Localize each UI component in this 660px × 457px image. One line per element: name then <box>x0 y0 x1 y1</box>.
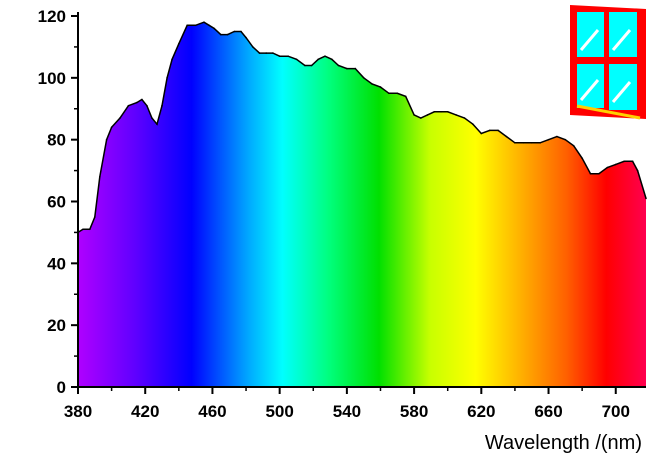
data-point <box>151 117 153 119</box>
data-point <box>522 142 525 144</box>
data-point <box>110 126 113 129</box>
data-point <box>331 58 333 61</box>
data-point <box>220 33 222 36</box>
data-point <box>127 104 130 107</box>
y-tick-label: 120 <box>38 7 66 26</box>
data-point <box>631 160 634 163</box>
data-point <box>581 157 583 159</box>
data-point <box>161 104 163 107</box>
data-point <box>194 24 197 27</box>
data-point <box>556 135 558 138</box>
x-tick-label: 700 <box>602 402 630 421</box>
y-tick-label: 60 <box>47 193 66 212</box>
data-point <box>166 77 168 79</box>
data-point <box>317 58 320 61</box>
data-point <box>497 129 499 132</box>
x-tick-label: 500 <box>265 402 293 421</box>
data-point <box>440 111 442 113</box>
x-tick-label: 580 <box>400 402 428 421</box>
data-point <box>530 142 533 144</box>
data-point <box>623 160 625 163</box>
x-axis-title: Wavelength /(nm) <box>485 432 642 454</box>
data-point <box>547 138 550 141</box>
window-icon <box>570 5 646 120</box>
data-point <box>371 83 373 85</box>
data-point <box>146 104 148 107</box>
data-point <box>287 55 289 57</box>
data-point <box>171 58 173 61</box>
data-point <box>426 114 429 116</box>
x-tick-label: 540 <box>333 402 361 421</box>
data-point <box>420 117 422 119</box>
data-point <box>245 36 247 39</box>
data-point <box>208 24 210 27</box>
data-point <box>505 135 508 138</box>
data-point <box>304 64 306 67</box>
spectrum-area <box>78 22 646 387</box>
data-point <box>252 46 254 48</box>
data-point <box>324 55 326 57</box>
y-tick-label: 0 <box>57 378 66 397</box>
data-point <box>178 43 180 45</box>
x-tick-label: 460 <box>198 402 226 421</box>
data-point <box>213 27 215 30</box>
x-tick-label: 380 <box>64 402 92 421</box>
data-point <box>89 228 91 231</box>
data-point <box>99 176 101 178</box>
data-point <box>362 77 365 79</box>
data-point <box>606 166 609 169</box>
data-point <box>94 216 96 218</box>
x-tick-label: 620 <box>467 402 495 421</box>
data-point <box>645 197 647 200</box>
y-tick-label: 80 <box>47 131 66 150</box>
data-point <box>119 117 121 119</box>
data-point <box>564 138 567 141</box>
data-point <box>156 123 158 125</box>
data-point <box>265 52 268 54</box>
y-tick-label: 20 <box>47 316 66 335</box>
x-tick-label: 420 <box>131 402 159 421</box>
data-point <box>598 172 600 175</box>
data-point <box>388 92 390 95</box>
data-point <box>463 117 466 119</box>
data-point <box>136 101 138 104</box>
data-point <box>337 64 340 67</box>
data-point <box>455 114 457 116</box>
data-point <box>346 67 348 70</box>
data-point <box>82 228 84 231</box>
data-point <box>615 163 617 166</box>
data-point <box>413 114 415 116</box>
data-point <box>433 111 436 113</box>
data-point <box>514 142 516 144</box>
data-point <box>589 172 592 175</box>
data-point <box>572 145 575 147</box>
data-point <box>379 86 382 88</box>
data-point <box>446 111 449 113</box>
data-point <box>240 30 242 33</box>
data-point <box>278 55 281 57</box>
y-tick-label: 100 <box>38 69 66 88</box>
data-point <box>310 64 313 67</box>
data-point <box>203 21 205 24</box>
x-tick-label: 660 <box>534 402 562 421</box>
data-point <box>233 30 236 33</box>
data-point <box>258 52 261 54</box>
data-point <box>636 169 639 172</box>
data-point <box>472 123 474 125</box>
data-point <box>226 33 229 36</box>
data-point <box>354 67 357 70</box>
y-tick-label: 40 <box>47 254 66 273</box>
data-point <box>539 142 541 144</box>
data-point <box>186 24 188 27</box>
data-point <box>272 52 274 54</box>
data-point <box>480 132 483 135</box>
data-point <box>396 92 399 95</box>
data-point <box>404 95 407 98</box>
data-point <box>488 129 491 132</box>
data-point <box>295 58 298 61</box>
data-point <box>105 138 108 141</box>
data-point <box>141 98 143 101</box>
